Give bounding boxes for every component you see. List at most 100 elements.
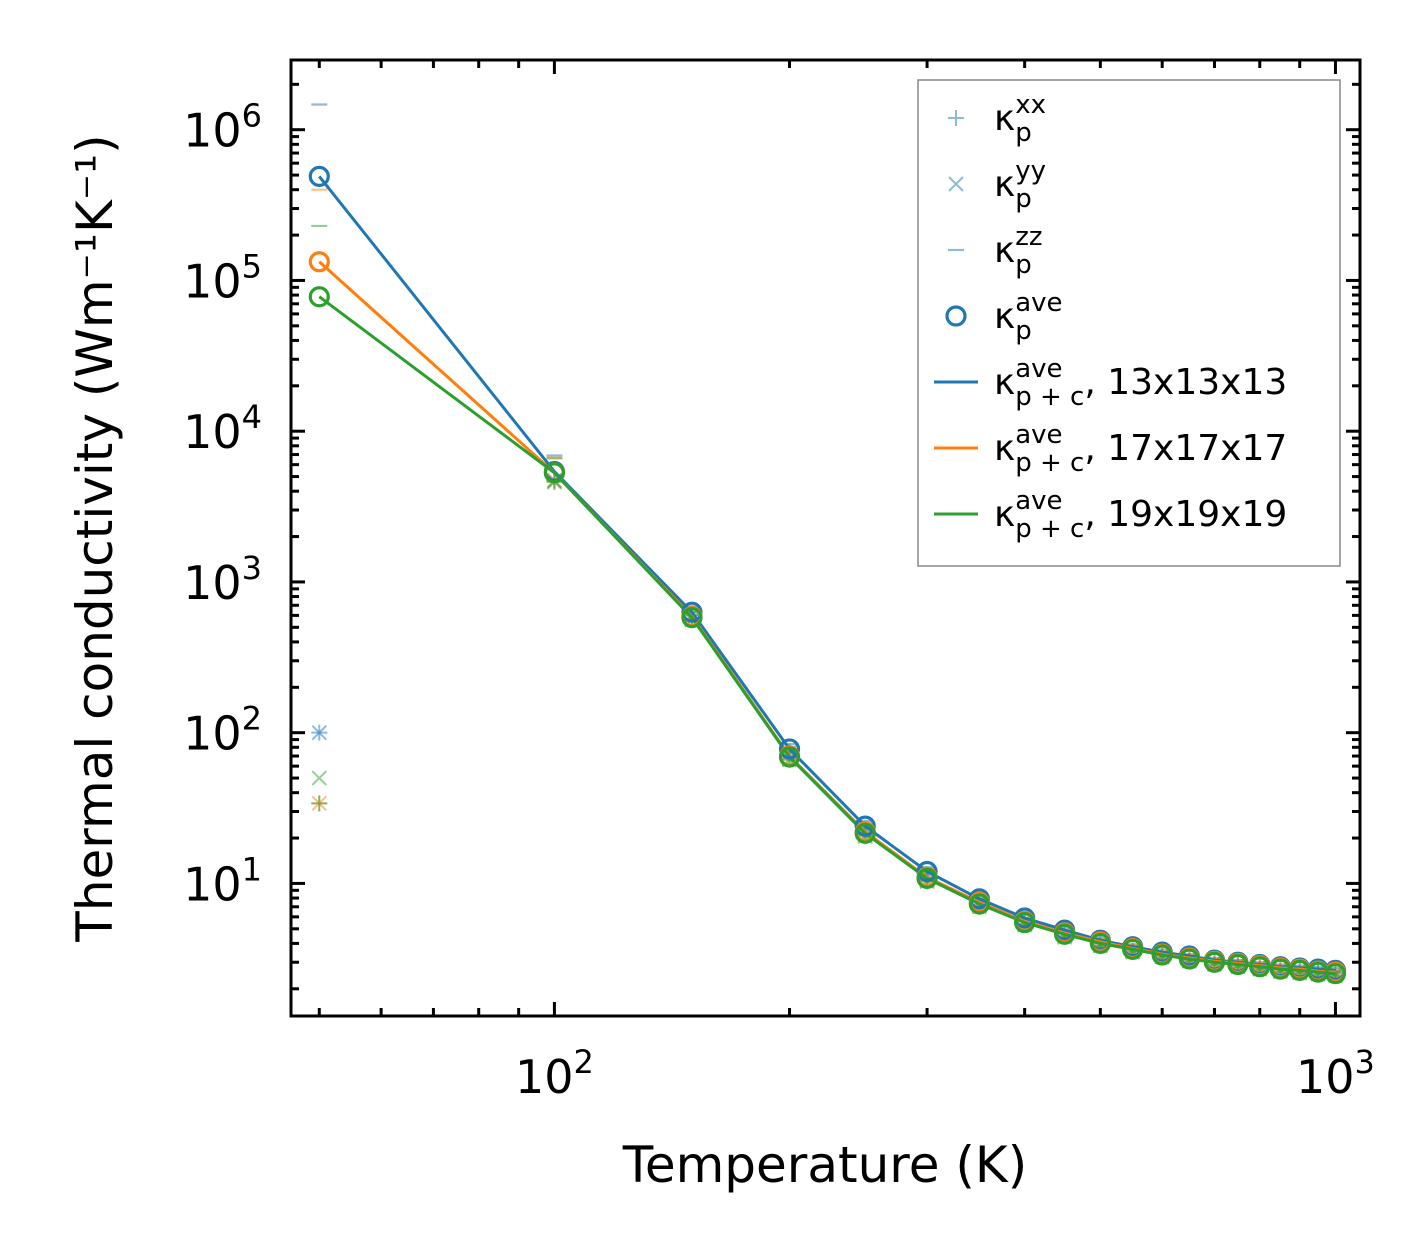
tick-label-exponent: 3	[1355, 1043, 1375, 1081]
tick-label-exponent: 2	[574, 1043, 594, 1081]
x-axis-label: Temperature (K)	[622, 1136, 1027, 1194]
legend-entry: κpave	[945, 288, 1063, 346]
series-lines	[318, 175, 1336, 976]
legend-symbol: κ	[994, 494, 1015, 535]
kappa-ave-point	[1203, 951, 1226, 973]
kappa-yy-point	[311, 724, 327, 741]
legend-superscript: yy	[1015, 156, 1046, 186]
legend-superscript: xx	[1015, 90, 1046, 120]
legend-subscript: p + c	[1015, 514, 1084, 544]
legend-symbol: κ	[994, 164, 1015, 205]
major-ticks	[291, 60, 1360, 1016]
kappa-ave-point	[543, 462, 566, 484]
tick-label-exponent: 1	[242, 850, 262, 888]
kappa-yy-point	[311, 770, 327, 786]
legend-entry: κp + cave , 19x19x19	[934, 486, 1287, 544]
series-line-19x19x19	[318, 295, 1336, 976]
average-markers	[308, 165, 1347, 985]
tick-label-exponent: 3	[242, 549, 262, 587]
kappa-ave-point	[308, 165, 330, 188]
legend-label: κpyy	[994, 156, 1046, 214]
legend-superscript: ave	[1015, 288, 1062, 318]
kappa-ave-point	[778, 746, 801, 768]
legend-suffix: , 17x17x17	[1084, 428, 1287, 469]
kappa-ave-point	[308, 286, 330, 308]
tick-label-base: 10	[1296, 1050, 1355, 1104]
legend-symbol: κ	[994, 362, 1015, 403]
legend-label: κp + cave , 13x13x13	[994, 354, 1287, 412]
tick-label-base: 10	[183, 405, 242, 459]
kappa-ave-point	[778, 738, 801, 760]
legend-subscript: p	[1015, 184, 1032, 214]
legend-suffix: , 19x19x19	[1084, 494, 1287, 535]
x-tick-labels: 102 103	[515, 1043, 1375, 1104]
tick-label-exponent: 6	[242, 97, 262, 135]
kappa-ave-point	[968, 893, 990, 915]
kappa-ave-point	[854, 815, 876, 837]
y-tick-label: 106	[183, 97, 262, 158]
legend-symbol: κ	[994, 428, 1015, 469]
x-tick-label: 102	[515, 1043, 594, 1104]
x-tick-label: 103	[1296, 1043, 1375, 1104]
legend-swatch-x	[948, 176, 964, 192]
tick-label-exponent: 2	[242, 700, 262, 738]
legend-label: κpxx	[994, 90, 1046, 148]
legend-entry: κp + cave , 13x13x13	[934, 354, 1287, 412]
legend-suffix: , 13x13x13	[1084, 362, 1287, 403]
legend-label: κpzz	[994, 222, 1043, 280]
y-tick-label: 105	[183, 247, 262, 308]
y-tick-label: 102	[183, 700, 262, 761]
y-tick-label: 101	[183, 850, 262, 911]
legend-label: κpave	[994, 288, 1063, 346]
plot-frame	[289, 58, 1362, 1018]
legend-label: κp + cave , 17x17x17	[994, 420, 1287, 478]
kappa-xx-point	[311, 795, 328, 812]
kappa-ave-point	[1054, 923, 1076, 945]
tick-label-exponent: 4	[242, 398, 262, 436]
plot-area	[308, 103, 1347, 985]
kappa-ave-point	[1151, 944, 1173, 966]
tick-label-base: 10	[183, 707, 242, 761]
kappa-ave-point	[1227, 953, 1249, 976]
tick-label-base: 10	[515, 1050, 574, 1104]
legend-subscript: p + c	[1015, 382, 1084, 412]
tick-label-base: 10	[183, 254, 242, 308]
legend-superscript: ave	[1015, 420, 1062, 450]
legend-frame	[917, 79, 1341, 567]
legend-entry: κp + cave , 17x17x17	[934, 420, 1287, 478]
kappa-ave-point	[681, 607, 703, 629]
legend-swatch-circle	[945, 305, 967, 327]
legend-symbol: κ	[994, 230, 1015, 271]
legend-swatch-plus	[948, 110, 964, 126]
tick-label-base: 10	[183, 857, 242, 911]
legend-superscript: ave	[1015, 354, 1062, 384]
legend-superscript: zz	[1015, 222, 1042, 252]
legend-symbol: κ	[994, 98, 1015, 139]
kappa-ave-point	[1178, 948, 1200, 970]
kappa-ave-point	[916, 867, 938, 889]
legend-subscript: p + c	[1015, 448, 1084, 478]
tick-label-base: 10	[183, 104, 242, 158]
kappa-ave-point	[308, 251, 330, 273]
y-tick-label: 103	[183, 549, 262, 610]
kappa-ave-point	[1324, 963, 1347, 985]
legend-entry: κpzz	[948, 222, 1043, 280]
kappa-ave-point	[1249, 956, 1271, 978]
legend-subscript: p	[1015, 250, 1032, 280]
kappa-ave-point	[916, 860, 938, 883]
y-axis-label: Thermal conductivity (Wm⁻¹K⁻¹)	[66, 134, 124, 942]
y-tick-label: 104	[183, 398, 262, 459]
kappa-ave-point	[1014, 911, 1036, 934]
legend-superscript: ave	[1015, 486, 1062, 516]
legend-subscript: p	[1015, 316, 1032, 346]
legend-symbol: κ	[994, 296, 1015, 337]
tick-label-exponent: 5	[242, 247, 262, 285]
legend-entry: κpyy	[948, 156, 1046, 214]
kappa-ave-point	[1122, 938, 1144, 961]
tick-label-base: 10	[183, 556, 242, 610]
legend-entry: κpxx	[948, 90, 1046, 148]
legend-label: κp + cave , 19x19x19	[994, 486, 1287, 544]
